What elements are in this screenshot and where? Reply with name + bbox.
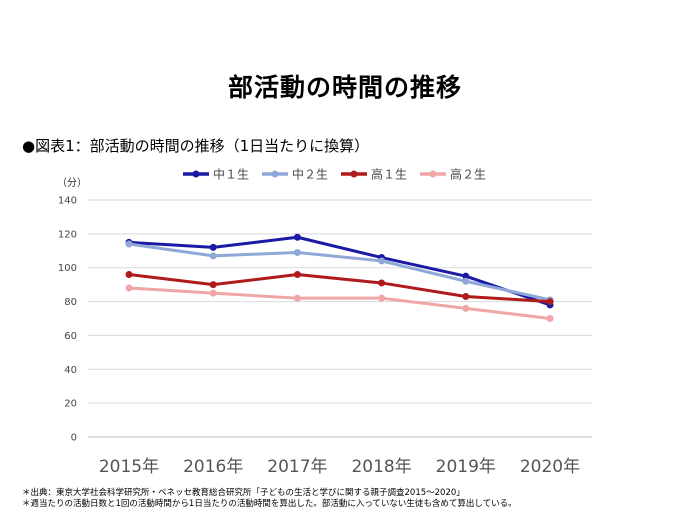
data-point xyxy=(293,248,301,256)
data-point xyxy=(378,257,386,265)
x-axis-ticks: 2015年 2016年 2017年 2018年 2019年 2020年 xyxy=(99,457,580,477)
data-point xyxy=(462,304,470,312)
legend-swatch-marker xyxy=(192,170,200,178)
data-point xyxy=(462,272,470,280)
series xyxy=(125,240,554,304)
series xyxy=(125,284,554,322)
data-point xyxy=(125,270,133,278)
data-point xyxy=(293,294,301,302)
x-tick-label: 2019年 xyxy=(436,457,496,477)
data-point xyxy=(209,243,217,251)
data-point xyxy=(378,279,386,287)
y-tick-label: 40 xyxy=(64,365,77,376)
y-axis-unit-label: （分） xyxy=(57,177,87,189)
legend-swatch-marker xyxy=(350,170,358,178)
y-tick-label: 100 xyxy=(58,263,77,274)
legend-label: 高１生 xyxy=(371,167,407,182)
y-tick-label: 0 xyxy=(71,433,77,444)
page-title: 部活動の時間の推移 xyxy=(227,73,462,102)
y-axis-ticks: 0 20 40 60 80 100 120 140 xyxy=(58,196,77,444)
y-tick-label: 60 xyxy=(64,331,77,342)
legend-swatch-marker xyxy=(429,170,437,178)
x-tick-label: 2018年 xyxy=(351,457,411,477)
data-point xyxy=(209,289,217,297)
x-tick-label: 2020年 xyxy=(520,457,580,477)
y-tick-label: 80 xyxy=(64,297,77,308)
data-point xyxy=(293,270,301,278)
series-line xyxy=(128,286,551,320)
series-line xyxy=(128,235,551,307)
data-point xyxy=(462,292,470,300)
legend: 中１生 中２生 高１生 高２生 xyxy=(183,167,486,182)
data-point xyxy=(125,284,133,292)
legend-item: 高１生 xyxy=(341,167,407,182)
footnote-source: ＊出典：東京大学社会科学研究所・ベネッセ教育総合研究所「子どもの生活と学びに関す… xyxy=(22,488,465,498)
data-point xyxy=(125,240,133,248)
legend-item: 高２生 xyxy=(420,167,486,182)
series-line xyxy=(128,242,551,302)
data-point xyxy=(209,252,217,260)
series-line xyxy=(128,272,551,304)
legend-swatch-marker xyxy=(271,170,279,178)
x-tick-label: 2016年 xyxy=(183,457,243,477)
y-tick-label: 120 xyxy=(58,229,77,240)
x-tick-label: 2017年 xyxy=(267,457,327,477)
data-point xyxy=(378,294,386,302)
data-point xyxy=(209,281,217,289)
data-point xyxy=(293,233,301,241)
y-tick-label: 20 xyxy=(64,399,77,410)
series-lines xyxy=(125,233,554,322)
x-tick-label: 2015年 xyxy=(99,457,159,477)
data-point xyxy=(462,277,470,285)
figure-caption: ●図表1：部活動の時間の推移（1日当たりに換算） xyxy=(22,137,370,155)
series xyxy=(125,270,554,306)
legend-item: 中２生 xyxy=(262,167,328,182)
y-tick-label: 140 xyxy=(58,196,77,207)
grid-lines xyxy=(88,199,592,438)
legend-item: 中１生 xyxy=(183,167,249,182)
footnotes: ＊出典：東京大学社会科学研究所・ベネッセ教育総合研究所「子どもの生活と学びに関す… xyxy=(22,488,517,510)
legend-label: 中２生 xyxy=(292,167,328,182)
legend-label: 中１生 xyxy=(213,167,249,182)
legend-label: 高２生 xyxy=(450,167,486,182)
data-point xyxy=(546,315,554,322)
footnote-method: ＊週当たりの活動日数と1回の活動時間から1日当たりの活動時間を算出した。部活動に… xyxy=(22,499,517,509)
data-point xyxy=(546,298,554,306)
